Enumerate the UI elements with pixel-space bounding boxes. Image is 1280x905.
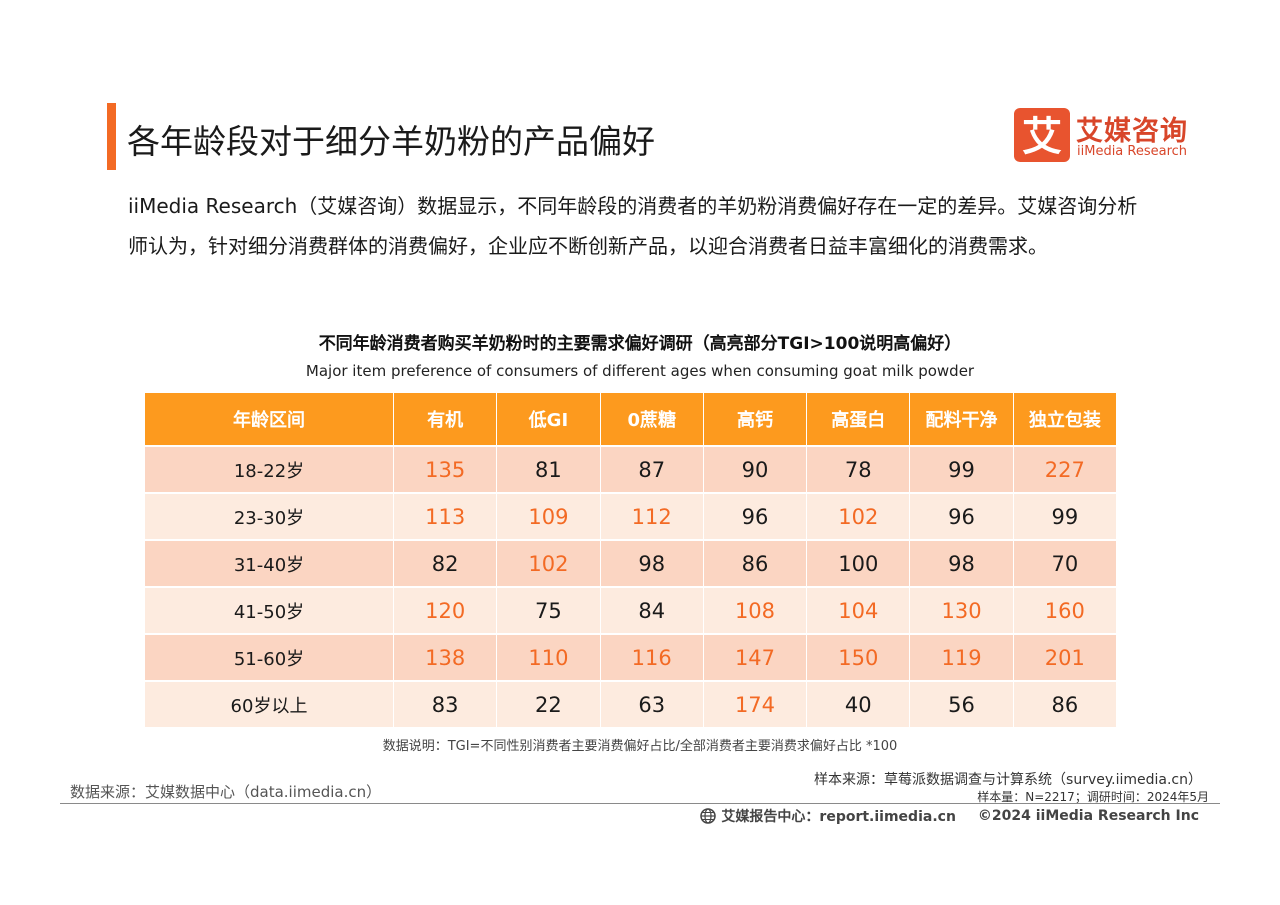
tgi-value-cell: 83: [394, 682, 497, 727]
header-organic: 有机: [394, 393, 497, 445]
age-range-cell: 23-30岁: [145, 494, 393, 539]
header-high-protein: 高蛋白: [807, 393, 910, 445]
copyright: ©2024 iiMedia Research Inc: [977, 808, 1199, 824]
globe-icon: [700, 808, 717, 824]
tgi-value-cell: 87: [600, 447, 703, 492]
footer-divider: [60, 803, 1220, 804]
page-title: 各年龄段对于细分羊奶粉的产品偏好: [127, 122, 655, 161]
title-accent-bar: [107, 103, 116, 170]
tgi-value-cell: 109: [497, 494, 600, 539]
tgi-value-cell: 22: [497, 682, 600, 727]
tgi-value-cell: 86: [703, 541, 807, 586]
tgi-value-cell: 113: [394, 494, 497, 539]
tgi-value-cell: 102: [497, 541, 600, 586]
header-individual-packaging: 独立包装: [1013, 393, 1116, 445]
tgi-value-cell: 100: [807, 541, 910, 586]
header-clean-ingredients: 配料干净: [910, 393, 1013, 445]
intro-paragraph: iiMedia Research（艾媒咨询）数据显示，不同年龄段的消费者的羊奶粉…: [128, 194, 1138, 258]
tgi-value-cell: 63: [600, 682, 703, 727]
tgi-value-cell: 86: [1013, 682, 1116, 727]
table-subtitle: Major item preference of consumers of di…: [305, 362, 975, 380]
data-source: 数据来源：艾媒数据中心（data.iimedia.cn）: [70, 783, 382, 801]
footer: 艾媒报告中心：report.iimedia.cn ©2024 iiMedia R…: [700, 806, 1199, 826]
tgi-value-cell: 99: [1013, 494, 1116, 539]
tgi-value-cell: 96: [703, 494, 807, 539]
tgi-value-cell: 84: [600, 588, 703, 633]
table-row: 23-30岁 113 109 112 96 102 96 99: [145, 494, 1116, 539]
tgi-value-cell: 147: [703, 635, 807, 680]
table-row: 60岁以上 83 22 63 174 40 56 86: [145, 682, 1116, 727]
age-range-cell: 41-50岁: [145, 588, 393, 633]
tgi-value-cell: 81: [497, 447, 600, 492]
tgi-value-cell: 99: [910, 447, 1013, 492]
tgi-value-cell: 160: [1013, 588, 1116, 633]
tgi-value-cell: 119: [910, 635, 1013, 680]
data-note: 数据说明：TGI=不同性别消费者主要消费偏好占比/全部消费者主要消费求偏好占比 …: [382, 739, 898, 754]
table-header-row: 年龄区间 有机 低GI 0蔗糖 高钙 高蛋白 配料干净 独立包装: [145, 393, 1116, 445]
tgi-value-cell: 70: [1013, 541, 1116, 586]
logo-mark-glyph: 艾: [1022, 114, 1062, 160]
tgi-value-cell: 112: [600, 494, 703, 539]
tgi-value-cell: 104: [807, 588, 910, 633]
age-range-cell: 60岁以上: [145, 682, 393, 727]
tgi-value-cell: 90: [703, 447, 807, 492]
brand-name-en: iiMedia Research: [1077, 144, 1188, 159]
tgi-value-cell: 116: [600, 635, 703, 680]
tgi-value-cell: 102: [807, 494, 910, 539]
header-age-range: 年龄区间: [145, 393, 393, 445]
table-row: 51-60岁 138 110 116 147 150 119 201: [145, 635, 1116, 680]
tgi-value-cell: 40: [807, 682, 910, 727]
tgi-value-cell: 130: [910, 588, 1013, 633]
tgi-value-cell: 110: [497, 635, 600, 680]
age-range-cell: 31-40岁: [145, 541, 393, 586]
tgi-value-cell: 201: [1013, 635, 1116, 680]
tgi-value-cell: 98: [600, 541, 703, 586]
header-high-calcium: 高钙: [703, 393, 807, 445]
tgi-value-cell: 135: [394, 447, 497, 492]
header-zero-sucrose: 0蔗糖: [600, 393, 703, 445]
report-center-link[interactable]: 艾媒报告中心：report.iimedia.cn: [721, 809, 956, 825]
tgi-value-cell: 174: [703, 682, 807, 727]
tgi-value-cell: 78: [807, 447, 910, 492]
intro-text: iiMedia Research（艾媒咨询）数据显示，不同年龄段的消费者的羊奶粉…: [128, 186, 1138, 266]
sample-info: 样本量：N=2217；调研时间：2024年5月: [977, 790, 1209, 804]
table-row: 31-40岁 82 102 98 86 100 98 70: [145, 541, 1116, 586]
tgi-value-cell: 82: [394, 541, 497, 586]
tgi-value-cell: 120: [394, 588, 497, 633]
tgi-value-cell: 56: [910, 682, 1013, 727]
age-range-cell: 51-60岁: [145, 635, 393, 680]
preference-table: 年龄区间 有机 低GI 0蔗糖 高钙 高蛋白 配料干净 独立包装 18-22岁 1…: [144, 391, 1117, 729]
table-row: 41-50岁 120 75 84 108 104 130 160: [145, 588, 1116, 633]
brand-logo: 艾 艾媒咨询 iiMedia Research: [1014, 108, 1204, 164]
tgi-value-cell: 98: [910, 541, 1013, 586]
tgi-value-cell: 138: [394, 635, 497, 680]
iimedia-logo-icon: 艾: [1014, 108, 1070, 162]
table-row: 18-22岁 135 81 87 90 78 99 227: [145, 447, 1116, 492]
brand-name-cn: 艾媒咨询: [1076, 116, 1188, 147]
header-low-gi: 低GI: [497, 393, 600, 445]
age-range-cell: 18-22岁: [145, 447, 393, 492]
table-body: 18-22岁 135 81 87 90 78 99 227 23-30岁 113 109 112 96 1…: [145, 447, 1116, 727]
tgi-value-cell: 75: [497, 588, 600, 633]
tgi-value-cell: 150: [807, 635, 910, 680]
tgi-value-cell: 108: [703, 588, 807, 633]
tgi-value-cell: 96: [910, 494, 1013, 539]
sample-source: 样本来源：草莓派数据调查与计算系统（survey.iimedia.cn）: [814, 772, 1202, 788]
tgi-value-cell: 227: [1013, 447, 1116, 492]
table-title: 不同年龄消费者购买羊奶粉时的主要需求偏好调研（高亮部分TGI>100说明高偏好）: [318, 334, 962, 354]
